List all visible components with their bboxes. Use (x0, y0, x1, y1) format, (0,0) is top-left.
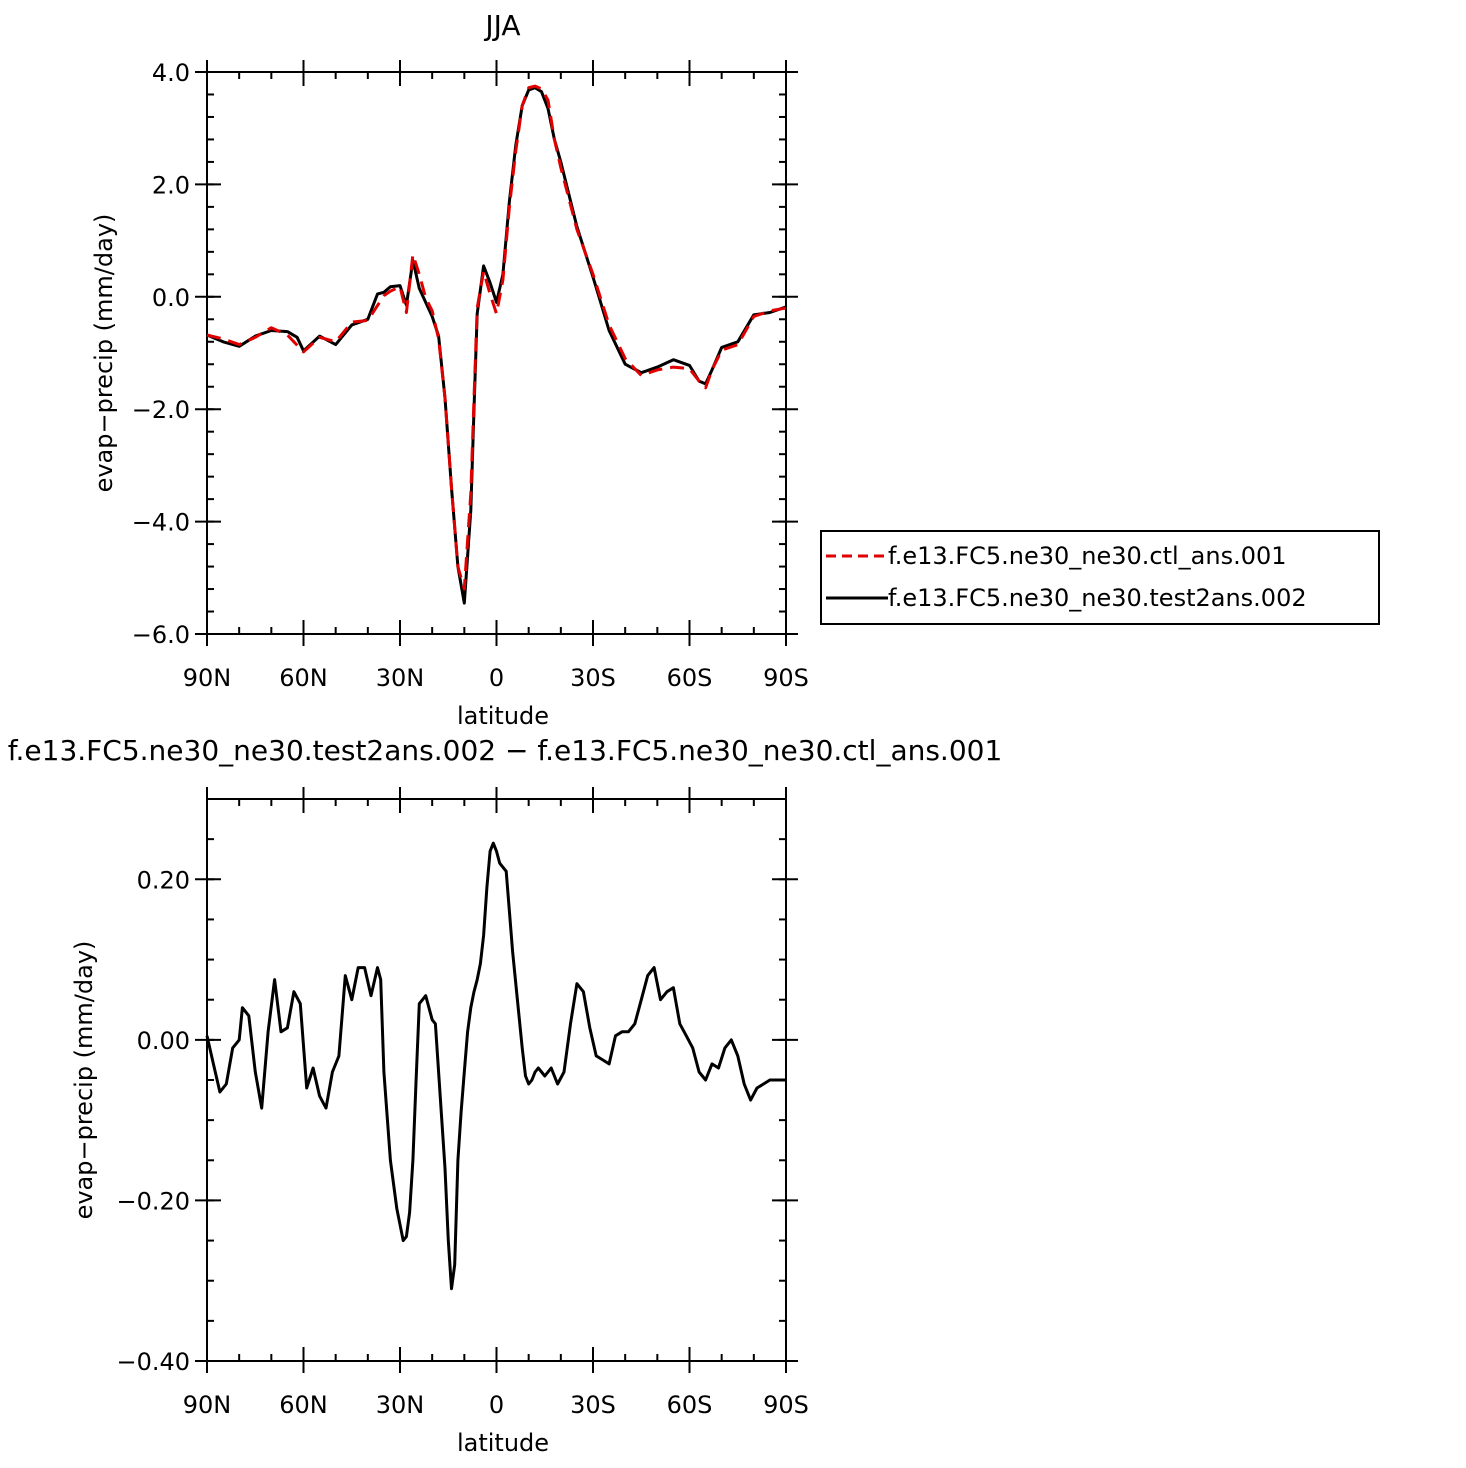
y-tick-label: −4.0 (132, 509, 190, 537)
top-ticks: 90N 60N 30N 0 30S 60S 90S −6.0 −4.0 −2.0 0.0 2.0 4.0 (132, 59, 809, 692)
bottom-x-axis-label: latitude (457, 1429, 549, 1457)
x-tick-label: 30S (570, 664, 616, 692)
top-y-axis-label: evap−precip (mm/day) (90, 214, 118, 493)
y-tick-label: 2.0 (152, 171, 190, 199)
y-tick-label: 0.00 (137, 1027, 190, 1055)
series-line-1 (206, 86, 787, 605)
top-x-axis-label: latitude (457, 702, 549, 730)
legend: f.e13.FC5.ne30_ne30.ctl_ans.001 f.e13.FC… (820, 530, 1380, 625)
bottom-chart-title: f.e13.FC5.ne30_ne30.test2ans.002 − f.e13… (8, 734, 1003, 767)
legend-label-ctl: f.e13.FC5.ne30_ne30.ctl_ans.001 (888, 542, 1287, 570)
x-tick-label: 30N (376, 1391, 425, 1419)
x-tick-label: 90S (763, 1391, 809, 1419)
bottom-series-lines (205, 841, 786, 1291)
bottom-y-axis-label: evap−precip (mm/day) (70, 941, 98, 1220)
x-tick-label: 60N (279, 664, 328, 692)
x-tick-label: 30S (570, 1391, 616, 1419)
x-tick-label: 90N (183, 1391, 232, 1419)
y-tick-label: 0.0 (152, 284, 190, 312)
legend-label-test: f.e13.FC5.ne30_ne30.test2ans.002 (888, 584, 1307, 612)
y-tick-label: −2.0 (132, 396, 190, 424)
series-line-0 (206, 84, 787, 591)
legend-box (820, 530, 1380, 625)
series-line-0 (205, 841, 786, 1291)
top-chart-title: JJA (483, 9, 520, 42)
x-tick-label: 90S (763, 664, 809, 692)
bottom-chart: f.e13.FC5.ne30_ne30.test2ans.002 − f.e13… (8, 734, 1003, 1457)
top-chart: JJA 90N 60N 30N 0 30S 60S 90S −6.0 −4.0 −2.0 0.0 2.… (90, 9, 1380, 730)
x-tick-label: 30N (376, 664, 425, 692)
x-tick-label: 60S (667, 664, 713, 692)
y-tick-label: 0.20 (137, 866, 190, 894)
y-tick-label: 4.0 (152, 59, 190, 87)
top-series-lines (206, 84, 787, 605)
x-tick-label: 0 (489, 664, 504, 692)
x-tick-label: 60S (667, 1391, 713, 1419)
y-tick-label: −0.20 (116, 1187, 190, 1215)
y-tick-label: −6.0 (132, 621, 190, 649)
bottom-ticks: 90N 60N 30N 0 30S 60S 90S −0.40 −0.20 0.00 0.20 (116, 787, 809, 1419)
x-tick-label: 60N (279, 1391, 328, 1419)
x-tick-label: 90N (183, 664, 232, 692)
x-tick-label: 0 (489, 1391, 504, 1419)
y-tick-label: −0.40 (116, 1348, 190, 1376)
